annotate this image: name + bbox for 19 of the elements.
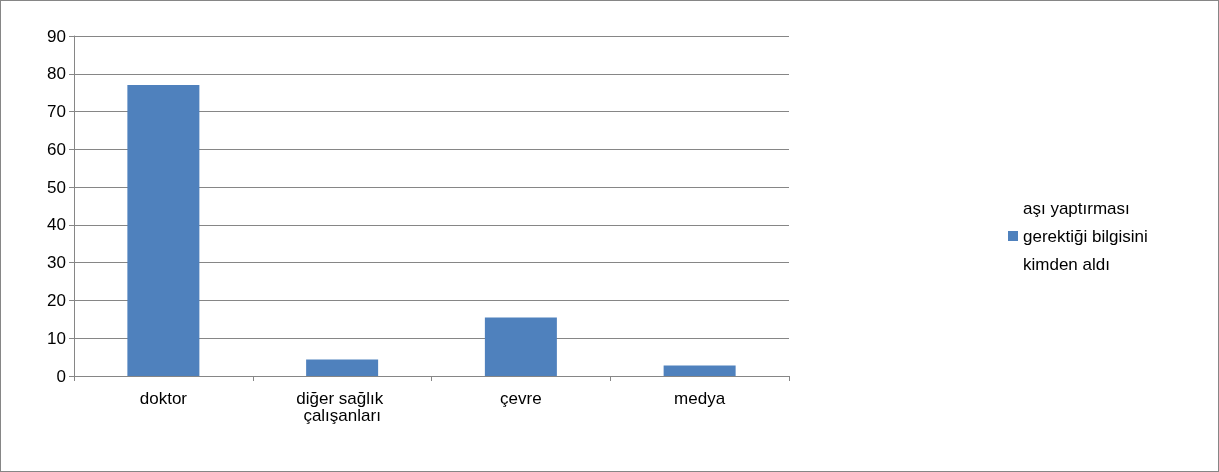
y-tick-label: 50 <box>47 177 66 197</box>
bar <box>663 365 736 376</box>
x-tick-label: medya <box>674 389 726 408</box>
y-tick-label: 10 <box>47 328 66 348</box>
y-tick-label: 40 <box>47 215 66 235</box>
y-tick-label: 0 <box>56 366 66 386</box>
x-tick-label: doktor <box>139 389 188 408</box>
y-tick-label: 60 <box>47 139 66 159</box>
bar <box>306 359 379 376</box>
bar <box>484 317 557 376</box>
x-tick-label: çevre <box>500 389 542 408</box>
x-tick-label: diğer sağlık çalışanları <box>296 389 388 425</box>
y-tick-label: 30 <box>47 253 66 273</box>
bar <box>127 85 200 376</box>
y-tick-label: 80 <box>47 64 66 84</box>
y-tick-label: 20 <box>47 290 66 310</box>
y-tick-label: 70 <box>47 102 66 122</box>
y-tick-label: 90 <box>47 26 66 46</box>
legend-label: aşı yaptırması gerektiği bilgisini kimden aldı <box>1023 198 1153 274</box>
